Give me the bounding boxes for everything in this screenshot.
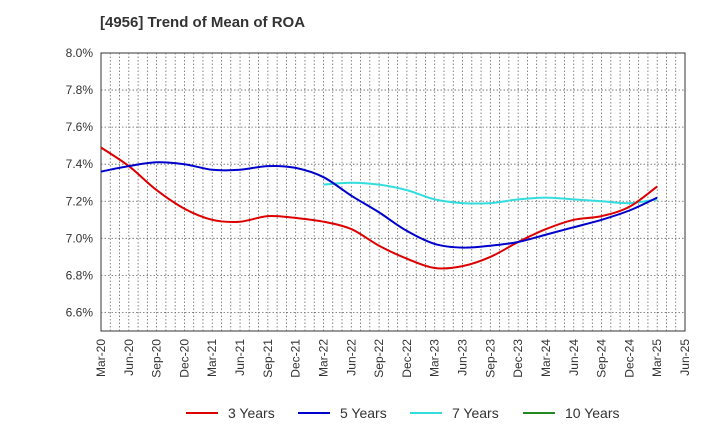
x-tick-label: Mar-24 <box>539 339 553 377</box>
x-tick-label: Dec-23 <box>511 339 525 378</box>
y-tick-label: 7.4% <box>66 157 94 171</box>
x-tick-label: Mar-21 <box>205 339 219 377</box>
legend-swatch-5-years <box>298 412 330 414</box>
legend-item-10-years: 10 Years <box>523 405 620 421</box>
y-tick-label: 7.8% <box>66 83 94 97</box>
x-tick-label: Jun-24 <box>567 339 581 376</box>
x-tick-label: Dec-24 <box>622 339 636 378</box>
x-tick-label: Sep-22 <box>372 339 386 378</box>
x-tick-label: Mar-25 <box>650 339 664 377</box>
x-tick-label: Mar-20 <box>94 339 108 377</box>
x-tick-label: Jun-21 <box>233 339 247 376</box>
legend-label-3-years: 3 Years <box>228 405 275 421</box>
x-tick-label: Dec-21 <box>289 339 303 378</box>
x-tick-label: Jun-22 <box>344 339 358 376</box>
chart-plot: 6.6% 6.8% 7.0% 7.2% 7.4% 7.6% 7.8% 8.0% Mar-20 Ju… <box>0 0 720 440</box>
x-tick-label: Jun-23 <box>456 339 470 376</box>
x-tick-label: Sep-20 <box>150 339 164 378</box>
y-tick-label: 7.2% <box>66 194 94 208</box>
x-tick-label: Dec-22 <box>400 339 414 378</box>
y-tick-label: 6.8% <box>66 268 94 282</box>
legend-swatch-10-years <box>523 412 555 414</box>
x-tick-label: Mar-22 <box>316 339 330 377</box>
x-tick-label: Sep-21 <box>261 339 275 378</box>
plot-area <box>101 53 685 331</box>
x-tick-label: Jun-25 <box>678 339 692 376</box>
legend: 3 Years 5 Years 7 Years 10 Years <box>0 405 720 425</box>
legend-item-7-years: 7 Years <box>410 405 499 421</box>
legend-label-5-years: 5 Years <box>340 405 387 421</box>
legend-swatch-3-years <box>186 412 218 414</box>
y-tick-label: 7.0% <box>66 231 94 245</box>
legend-item-5-years: 5 Years <box>298 405 387 421</box>
x-tick-label: Dec-20 <box>177 339 191 378</box>
y-tick-label: 6.6% <box>66 305 94 319</box>
legend-swatch-7-years <box>410 412 442 414</box>
legend-label-10-years: 10 Years <box>565 405 620 421</box>
x-tick-label: Sep-23 <box>483 339 497 378</box>
y-tick-label: 7.6% <box>66 120 94 134</box>
x-tick-label: Sep-24 <box>595 339 609 378</box>
legend-item-3-years: 3 Years <box>186 405 275 421</box>
y-tick-label: 8.0% <box>66 46 94 60</box>
legend-label-7-years: 7 Years <box>452 405 499 421</box>
x-tick-label: Mar-23 <box>428 339 442 377</box>
x-tick-label: Jun-20 <box>122 339 136 376</box>
